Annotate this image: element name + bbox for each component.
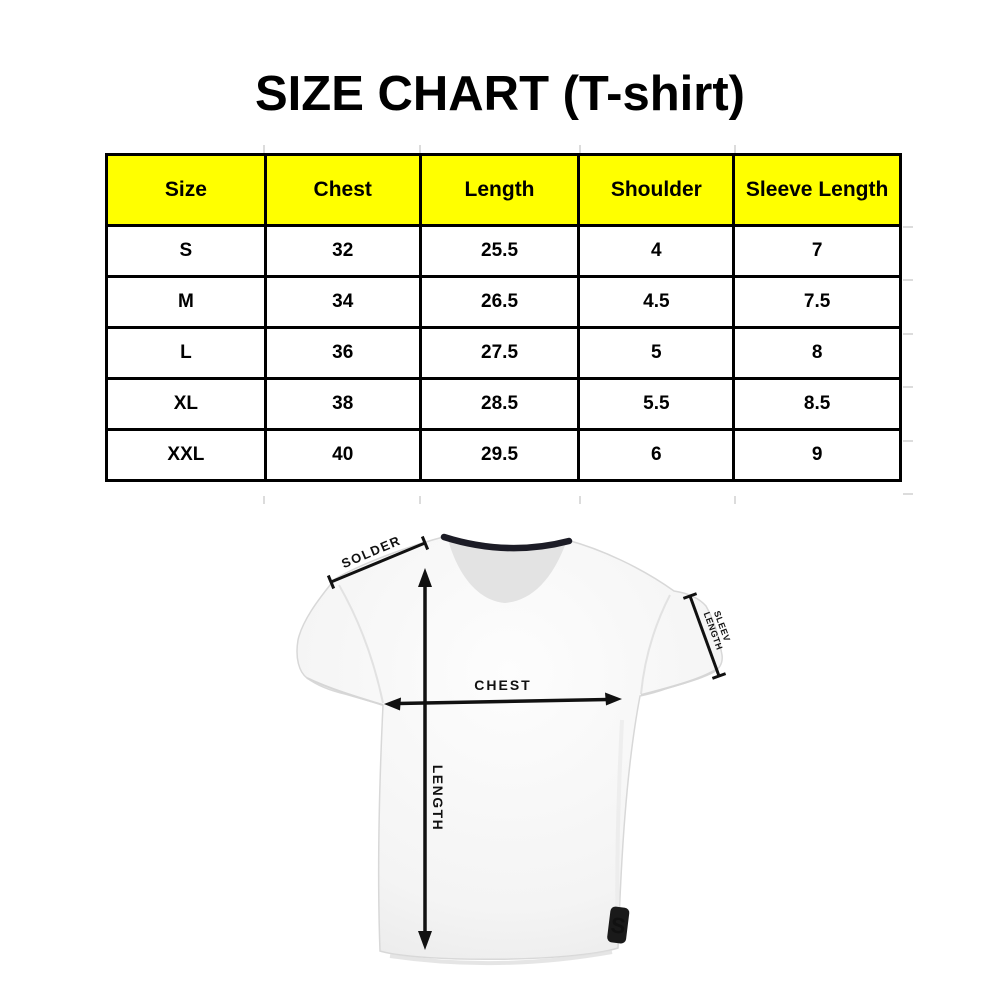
chest-label: CHEST (474, 677, 531, 693)
column-header-size: Size (105, 153, 267, 227)
chest-arrowhead-right (605, 692, 622, 706)
right-sleeve-hem (640, 668, 718, 696)
table-row: L 36 27.5 5 8 (105, 326, 902, 380)
size-cell: L (105, 326, 267, 380)
shoulder-tick (326, 574, 336, 590)
size-cell: XXL (105, 428, 267, 482)
column-header-length: Length (418, 153, 581, 227)
value-cell: 28.5 (418, 377, 581, 431)
value-cell: 34 (263, 275, 422, 329)
gridline-stub (263, 496, 265, 504)
value-cell: 27.5 (418, 326, 581, 380)
gridline-stub (903, 226, 913, 228)
gridline-stub (903, 386, 913, 388)
size-cell: M (105, 275, 267, 329)
shoulder-tick (420, 535, 430, 551)
value-cell: 40 (263, 428, 422, 482)
gridline-stub (903, 333, 913, 335)
value-cell: 4 (577, 224, 736, 278)
value-cell: 6 (577, 428, 736, 482)
sleeve-dimension-line (688, 595, 721, 677)
value-cell: 5.5 (577, 377, 736, 431)
value-cell: 36 (263, 326, 422, 380)
gridline-stub (903, 493, 913, 495)
size-cell: S (105, 224, 267, 278)
shoulder-dimension-line (330, 541, 426, 584)
size-table: Size Chest Length Shoulder Sleeve Length… (105, 153, 902, 482)
column-header-chest: Chest (263, 153, 422, 227)
column-header-shoulder: Shoulder (577, 153, 736, 227)
gridline-stub (579, 145, 581, 153)
collar-opening (447, 536, 567, 603)
gridline-stub (579, 496, 581, 504)
value-cell: 8 (732, 326, 902, 380)
gridline-stub (734, 145, 736, 153)
tshirt-measurement-diagram: S LENGTH CHEST SOLDER SLEEV LENGTH (296, 533, 732, 966)
length-arrowhead-top (418, 568, 432, 587)
size-cell: XL (105, 377, 267, 431)
collar-band (440, 533, 573, 552)
value-cell: 32 (263, 224, 422, 278)
table-row: S 32 25.5 4 7 (105, 224, 902, 278)
value-cell: 8.5 (732, 377, 902, 431)
value-cell: 9 (732, 428, 902, 482)
value-cell: 4.5 (577, 275, 736, 329)
brand-logo-tag: S (607, 906, 630, 944)
value-cell: 25.5 (418, 224, 581, 278)
page-title: SIZE CHART (T-shirt) (255, 67, 745, 121)
header-row: Size Chest Length Shoulder Sleeve Length (105, 153, 902, 227)
gridline-stub (419, 496, 421, 504)
value-cell: 29.5 (418, 428, 581, 482)
chest-arrow (397, 697, 609, 706)
hem-shadow (389, 950, 613, 966)
value-cell: 7.5 (732, 275, 902, 329)
sleeve-tick (711, 672, 727, 680)
value-cell: 38 (263, 377, 422, 431)
gridline-stub (419, 145, 421, 153)
left-armhole-seam (338, 584, 384, 704)
sleeve-tick (682, 592, 698, 600)
brand-logo-letter: S (609, 912, 627, 939)
gridline-stub (263, 145, 265, 153)
gridline-stub (734, 496, 736, 504)
value-cell: 7 (732, 224, 902, 278)
table-row: XL 38 28.5 5.5 8.5 (105, 377, 902, 431)
column-header-sleeve-length: Sleeve Length (732, 153, 902, 227)
chest-arrowhead-left (384, 697, 401, 711)
right-armhole-seam (640, 594, 671, 695)
value-cell: 26.5 (418, 275, 581, 329)
length-label: LENGTH (430, 765, 446, 832)
gridline-stub (903, 440, 913, 442)
length-arrowhead-bottom (418, 931, 432, 950)
left-sleeve-hem (306, 677, 384, 706)
value-cell: 5 (577, 326, 736, 380)
gridline-stub (903, 279, 913, 281)
table-row: XXL 40 29.5 6 9 (105, 428, 902, 482)
table-row: M 34 26.5 4.5 7.5 (105, 275, 902, 329)
